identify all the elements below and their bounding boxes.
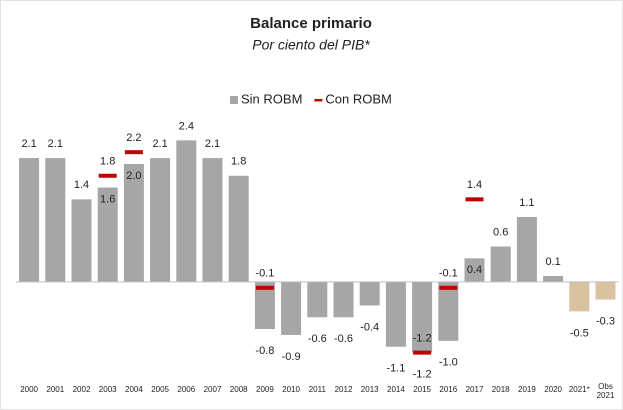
value-label: 2.4 xyxy=(179,120,194,132)
x-tick-label: 2007 xyxy=(204,385,222,394)
bar xyxy=(71,199,92,282)
value-label: -0.1 xyxy=(255,268,274,280)
value-label: 2.0 xyxy=(126,170,141,182)
bar xyxy=(569,281,590,312)
value-label: -1.2 xyxy=(413,369,432,381)
value-label: -0.1 xyxy=(439,268,458,280)
bar xyxy=(150,158,171,282)
x-tick-label: 2015 xyxy=(413,385,431,394)
value-label: 0.4 xyxy=(467,264,482,276)
x-tick-label: 2017 xyxy=(466,385,484,394)
value-label: 1.1 xyxy=(519,197,534,209)
bar xyxy=(281,281,302,335)
bar xyxy=(543,275,564,282)
value-label: 2.1 xyxy=(48,138,63,150)
bar xyxy=(307,281,328,318)
bar xyxy=(464,258,485,282)
x-tick-label: 2018 xyxy=(492,385,510,394)
bar xyxy=(516,217,537,282)
value-label: 1.8 xyxy=(100,156,115,168)
bar xyxy=(333,281,354,318)
con-marker xyxy=(465,197,484,202)
bar xyxy=(202,158,223,282)
x-tick-label: 2014 xyxy=(387,385,405,394)
x-tick-label: 2006 xyxy=(177,385,195,394)
value-label: 1.4 xyxy=(74,179,89,191)
value-label: -0.6 xyxy=(334,333,353,345)
x-tick-label: 2020 xyxy=(544,385,562,394)
value-label: -1.0 xyxy=(439,357,458,369)
x-tick-label: 2011 xyxy=(309,385,327,394)
bar xyxy=(176,140,197,282)
legend-marker xyxy=(314,99,323,102)
chart-subtitle: Por ciento del PIB* xyxy=(252,37,370,53)
bar xyxy=(228,175,249,282)
value-label: 0.1 xyxy=(545,256,560,268)
con-marker xyxy=(439,285,458,290)
bar xyxy=(97,187,118,282)
bar xyxy=(412,281,433,353)
value-label: 1.8 xyxy=(231,156,246,168)
con-marker xyxy=(255,285,274,290)
bar xyxy=(595,281,616,300)
value-label: 2.1 xyxy=(205,138,220,150)
legend-label: Con ROBM xyxy=(325,91,391,106)
value-label: -0.3 xyxy=(596,315,615,327)
value-label: 2.1 xyxy=(21,138,36,150)
bar xyxy=(438,281,459,341)
value-label: -1.1 xyxy=(386,363,405,375)
value-label: -0.6 xyxy=(308,333,327,345)
con-marker xyxy=(98,173,117,178)
x-tick-label: 2021* xyxy=(569,385,590,394)
value-label: -0.8 xyxy=(255,345,274,357)
x-tick-label: 2005 xyxy=(151,385,169,394)
value-label: 2.2 xyxy=(126,132,141,144)
x-tick-label: 2004 xyxy=(125,385,143,394)
x-tick-label: 2019 xyxy=(518,385,536,394)
x-tick-label: 2016 xyxy=(439,385,457,394)
value-label: 1.6 xyxy=(100,193,115,205)
bar xyxy=(254,281,275,330)
value-label: 0.6 xyxy=(493,226,508,238)
x-tick-label: 2003 xyxy=(99,385,117,394)
legend-marker xyxy=(230,96,238,104)
x-tick-label: Obs 2021 xyxy=(597,382,615,400)
x-tick-label: 2013 xyxy=(361,385,379,394)
x-tick-label: 2009 xyxy=(256,385,274,394)
chart-title: Balance primario xyxy=(250,15,372,32)
bar xyxy=(19,158,40,282)
value-label: -0.9 xyxy=(282,351,301,363)
x-tick-label: 2000 xyxy=(20,385,38,394)
value-label: -0.4 xyxy=(360,321,379,333)
con-marker xyxy=(413,350,432,355)
x-tick-label: 2010 xyxy=(282,385,300,394)
bar xyxy=(359,281,380,306)
x-tick-label: 2002 xyxy=(73,385,91,394)
value-label: -0.5 xyxy=(570,327,589,339)
x-tick-label: 2001 xyxy=(46,385,64,394)
value-label: -1.2 xyxy=(413,333,432,345)
x-tick-label: 2012 xyxy=(335,385,353,394)
bar xyxy=(45,158,66,282)
legend-label: Sin ROBM xyxy=(241,91,302,106)
value-label: 2.1 xyxy=(152,138,167,150)
x-tick-label: 2008 xyxy=(230,385,248,394)
bar xyxy=(123,163,144,282)
con-marker xyxy=(124,150,143,155)
bar xyxy=(385,281,406,347)
bar xyxy=(490,246,511,282)
value-label: 1.4 xyxy=(467,179,482,191)
